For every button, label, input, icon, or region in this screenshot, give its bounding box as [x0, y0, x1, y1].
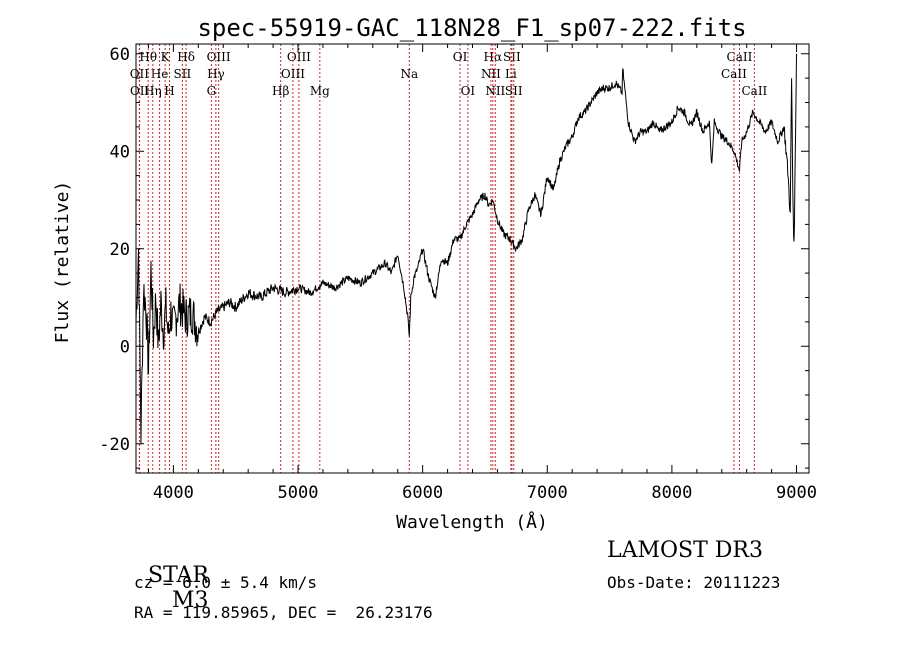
marker-label: Hη — [144, 84, 162, 98]
spectrum-line — [135, 53, 797, 444]
marker-label: OIII — [207, 50, 231, 64]
y-tick-label: 20 — [110, 240, 130, 260]
marker-label: G — [207, 84, 217, 98]
y-tick-label: 60 — [110, 45, 130, 65]
object-type: STAR — [148, 563, 209, 588]
x-axis-label: Wavelength (Å) — [396, 511, 548, 533]
x-tick-label: 9000 — [776, 483, 817, 503]
marker-label: NII — [485, 84, 505, 98]
marker-label: Na — [400, 67, 418, 81]
x-axis: 4000 5000 6000 7000 8000 9000 — [147, 44, 817, 503]
object-subclass: M3 — [172, 588, 209, 613]
marker-label: OIII — [287, 50, 311, 64]
marker-label: Mg — [310, 84, 330, 98]
x-tick-label: 7000 — [527, 483, 568, 503]
marker-label: Hδ — [177, 50, 195, 64]
y-tick-label: -20 — [99, 435, 130, 455]
y-tick-label: 0 — [120, 337, 130, 357]
marker-label: SII — [174, 67, 192, 81]
marker-label: OI — [461, 84, 476, 98]
y-axis: -20 0 20 40 60 — [99, 45, 809, 469]
chart-title: spec-55919-GAC_118N28_F1_sp07-222.fits — [197, 14, 746, 42]
x-tick-label: 8000 — [651, 483, 692, 503]
marker-label: OIII — [281, 67, 305, 81]
x-tick-label: 6000 — [402, 483, 443, 503]
y-axis-label: Flux (relative) — [52, 181, 73, 344]
marker-label: CaII — [721, 67, 747, 81]
spectrum-series — [135, 53, 797, 444]
marker-label: Hβ — [272, 84, 289, 98]
marker-label: Li — [505, 67, 517, 81]
x-tick-label: 4000 — [153, 483, 194, 503]
marker-label: Hα — [484, 50, 503, 64]
marker-label: He — [151, 67, 169, 81]
coordinates: RA = 119.85965, DEC = 26.23176 — [134, 603, 433, 622]
marker-label: H — [164, 84, 174, 98]
marker-label: NII — [481, 67, 501, 81]
marker-label: SII — [505, 84, 523, 98]
marker-label: SII — [503, 50, 521, 64]
plot-frame — [135, 43, 810, 474]
marker-label: OI — [453, 50, 468, 64]
survey-label: LAMOST DR3 — [607, 538, 763, 563]
y-tick-label: 40 — [110, 142, 130, 162]
marker-label: Hγ — [207, 67, 225, 81]
marker-label: CaII — [741, 84, 767, 98]
observation-date: Obs-Date: 20111223 — [607, 573, 781, 592]
marker-label: Hθ — [139, 50, 157, 64]
x-tick-label: 5000 — [278, 483, 319, 503]
marker-label: OII — [130, 84, 150, 98]
marker-label: CaII — [727, 50, 753, 64]
marker-label: K — [161, 50, 171, 64]
redshift-line: cz = 6.0 ± 5.4 km/s — [134, 573, 318, 592]
